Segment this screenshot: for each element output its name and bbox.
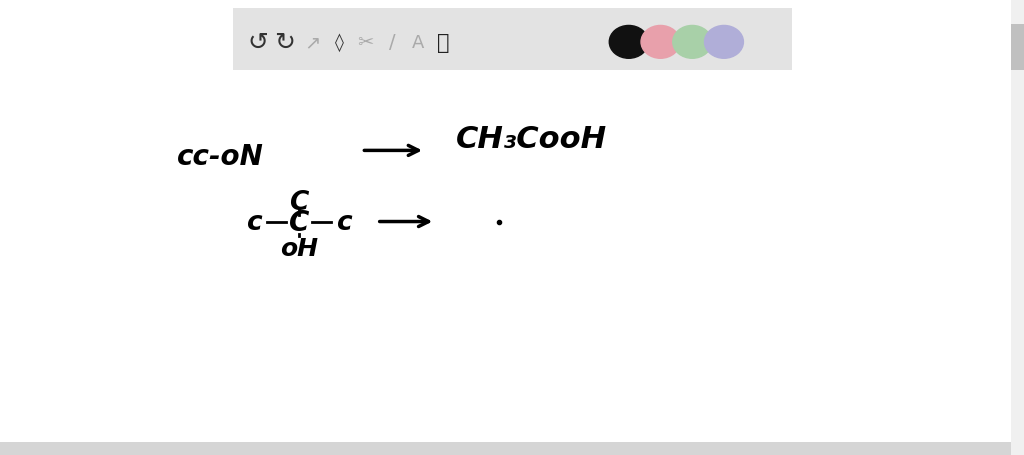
Text: C: C [289,208,309,236]
Ellipse shape [641,26,680,59]
Text: CH₃CooH: CH₃CooH [456,124,607,153]
Text: c: c [246,209,262,235]
Text: oH: oH [280,237,318,261]
Bar [1012,0,1024,455]
Text: 🖼: 🖼 [437,33,450,53]
Text: ◊: ◊ [335,33,343,52]
Bar [233,9,792,71]
Text: A: A [412,34,424,52]
Ellipse shape [705,26,743,59]
Text: ✂: ✂ [357,33,374,52]
Bar [0,442,1012,455]
Ellipse shape [673,26,712,59]
Text: c: c [336,209,352,235]
Ellipse shape [609,26,648,59]
Text: cc-oN: cc-oN [177,143,263,171]
Text: ↗: ↗ [304,33,321,52]
Text: /: / [389,33,395,52]
Text: ↺: ↺ [248,31,268,55]
Text: C: C [290,189,308,216]
Bar [1012,25,1024,71]
Text: ↻: ↻ [274,31,295,55]
